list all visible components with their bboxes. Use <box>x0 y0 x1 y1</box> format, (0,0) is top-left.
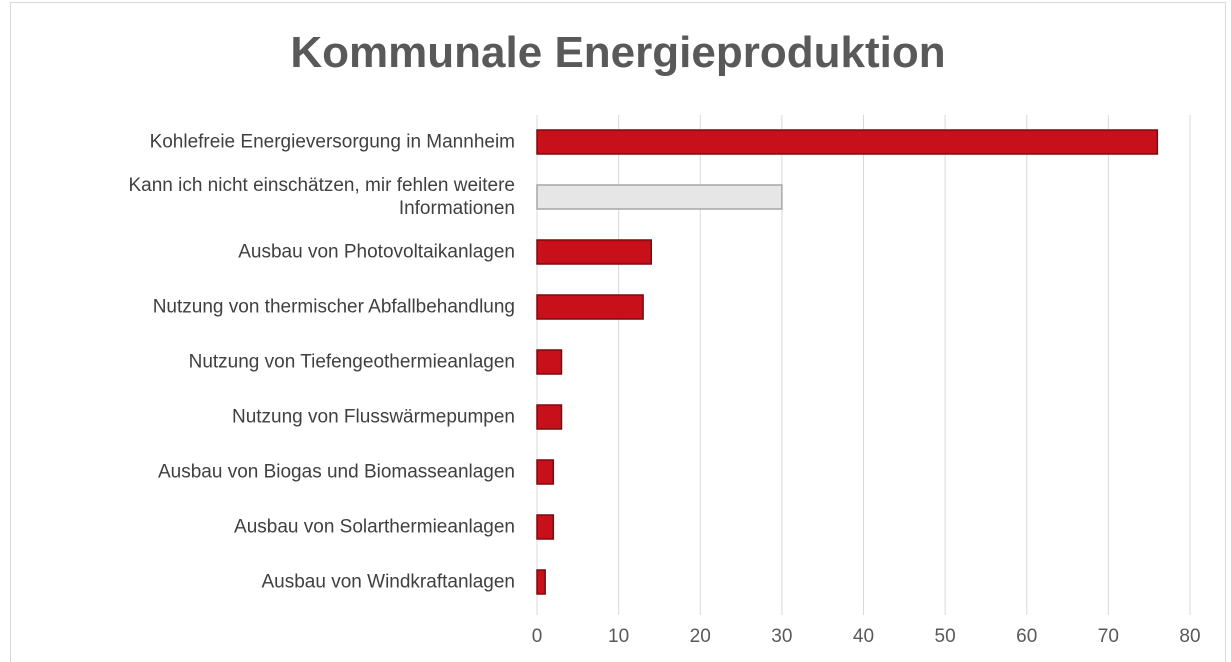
x-tick-label: 80 <box>1179 626 1200 647</box>
x-tick-label: 20 <box>690 626 711 647</box>
category-label: Kohlefreie Energieversorgung in Mannheim <box>149 131 515 153</box>
x-tick-label: 10 <box>608 626 629 647</box>
x-tick-label: 30 <box>771 626 792 647</box>
x-tick-label: 0 <box>532 626 543 647</box>
bar <box>536 294 644 320</box>
chart-title: Kommunale Energieproduktion <box>290 28 946 77</box>
x-tick-label: 60 <box>1016 626 1037 647</box>
bar <box>536 514 555 540</box>
category-label: Kann ich nicht einschätzen, mir fehlen w… <box>128 175 515 219</box>
category-label: Nutzung von Tiefengeothermieanlagen <box>188 351 515 373</box>
chart-frame <box>10 2 1226 662</box>
category-label: Nutzung von Flusswärmepumpen <box>231 406 515 428</box>
category-label: Ausbau von Biogas und Biomasseanlagen <box>157 461 515 483</box>
category-label: Ausbau von Solarthermieanlagen <box>234 516 515 538</box>
bar <box>536 569 546 595</box>
bar <box>536 184 783 210</box>
x-tick-label: 50 <box>935 626 956 647</box>
bar <box>536 459 555 485</box>
x-tick-label: 40 <box>853 626 874 647</box>
bar <box>536 239 653 265</box>
bar <box>536 129 1159 155</box>
category-label: Ausbau von Windkraftanlagen <box>261 571 516 593</box>
bar <box>536 404 563 430</box>
category-label: Nutzung von thermischer Abfallbehandlung <box>152 296 515 318</box>
x-tick-label: 70 <box>1098 626 1119 647</box>
bar <box>536 349 563 375</box>
category-label: Ausbau von Photovoltaikanlagen <box>238 241 515 263</box>
